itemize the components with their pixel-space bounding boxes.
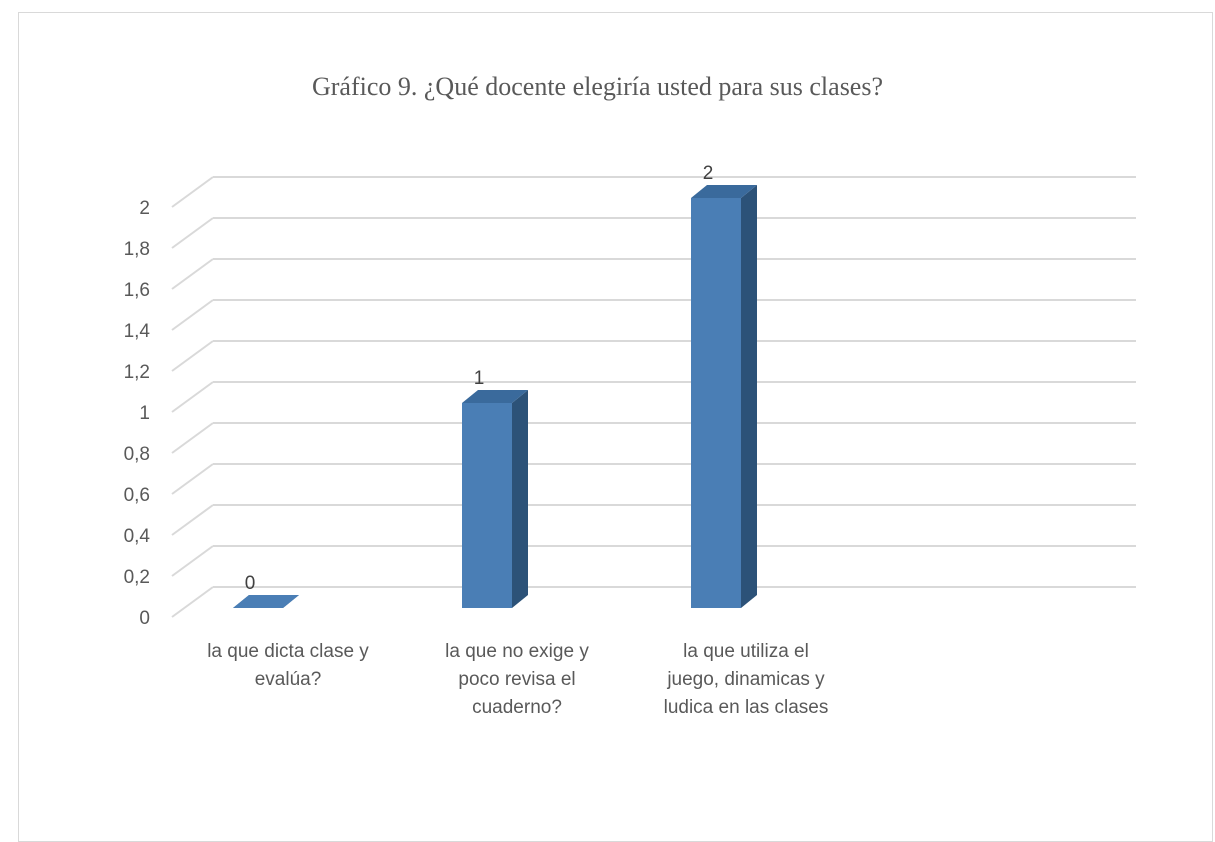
category-label: la que utiliza el: [683, 641, 809, 662]
y-tick-label: 1: [139, 403, 150, 424]
y-tick-label: 1,2: [124, 362, 150, 383]
gridline-diagonal: [171, 586, 214, 618]
category-label: cuaderno?: [472, 697, 562, 718]
y-tick-label: 0,4: [124, 526, 151, 547]
y-tick-label: 1,6: [124, 280, 150, 301]
bar: [691, 198, 741, 608]
gridline-diagonal: [171, 258, 214, 290]
bar: [462, 403, 512, 608]
y-tick-label: 2: [139, 198, 150, 219]
bar-side: [512, 390, 528, 608]
gridline-diagonal: [171, 381, 214, 413]
y-tick-label: 1,8: [124, 239, 150, 260]
y-tick-label: 0,6: [124, 485, 150, 506]
data-label: 2: [703, 163, 714, 184]
gridline-diagonal: [171, 504, 214, 536]
category-label: juego, dinamicas y: [666, 669, 825, 690]
y-tick-label: 0,2: [124, 567, 150, 588]
y-tick-label: 0,8: [124, 444, 150, 465]
gridline-diagonal: [171, 176, 214, 208]
category-label: evalúa?: [255, 669, 322, 690]
gridline-diagonal: [171, 299, 214, 331]
bar: [233, 595, 299, 608]
category-label: poco revisa el: [458, 669, 575, 690]
gridline-diagonal: [171, 463, 214, 495]
category-label: la que dicta clase y: [207, 641, 369, 662]
chart-title: Gráfico 9. ¿Qué docente elegiría usted p…: [311, 72, 884, 101]
data-label: 0: [245, 573, 256, 594]
y-tick-label: 0: [139, 608, 150, 629]
gridline-diagonal: [171, 217, 214, 249]
category-label: ludica en las clases: [664, 697, 829, 718]
category-label: la que no exige y: [445, 641, 589, 662]
data-label: 1: [474, 368, 485, 389]
bar-top: [462, 390, 528, 403]
gridline-diagonal: [171, 422, 214, 454]
y-tick-label: 1,4: [124, 321, 151, 342]
bar-top: [691, 185, 757, 198]
gridline-diagonal: [171, 340, 214, 372]
bar-side: [741, 185, 757, 608]
chart-frame: [18, 12, 1213, 842]
gridline-diagonal: [171, 545, 214, 577]
